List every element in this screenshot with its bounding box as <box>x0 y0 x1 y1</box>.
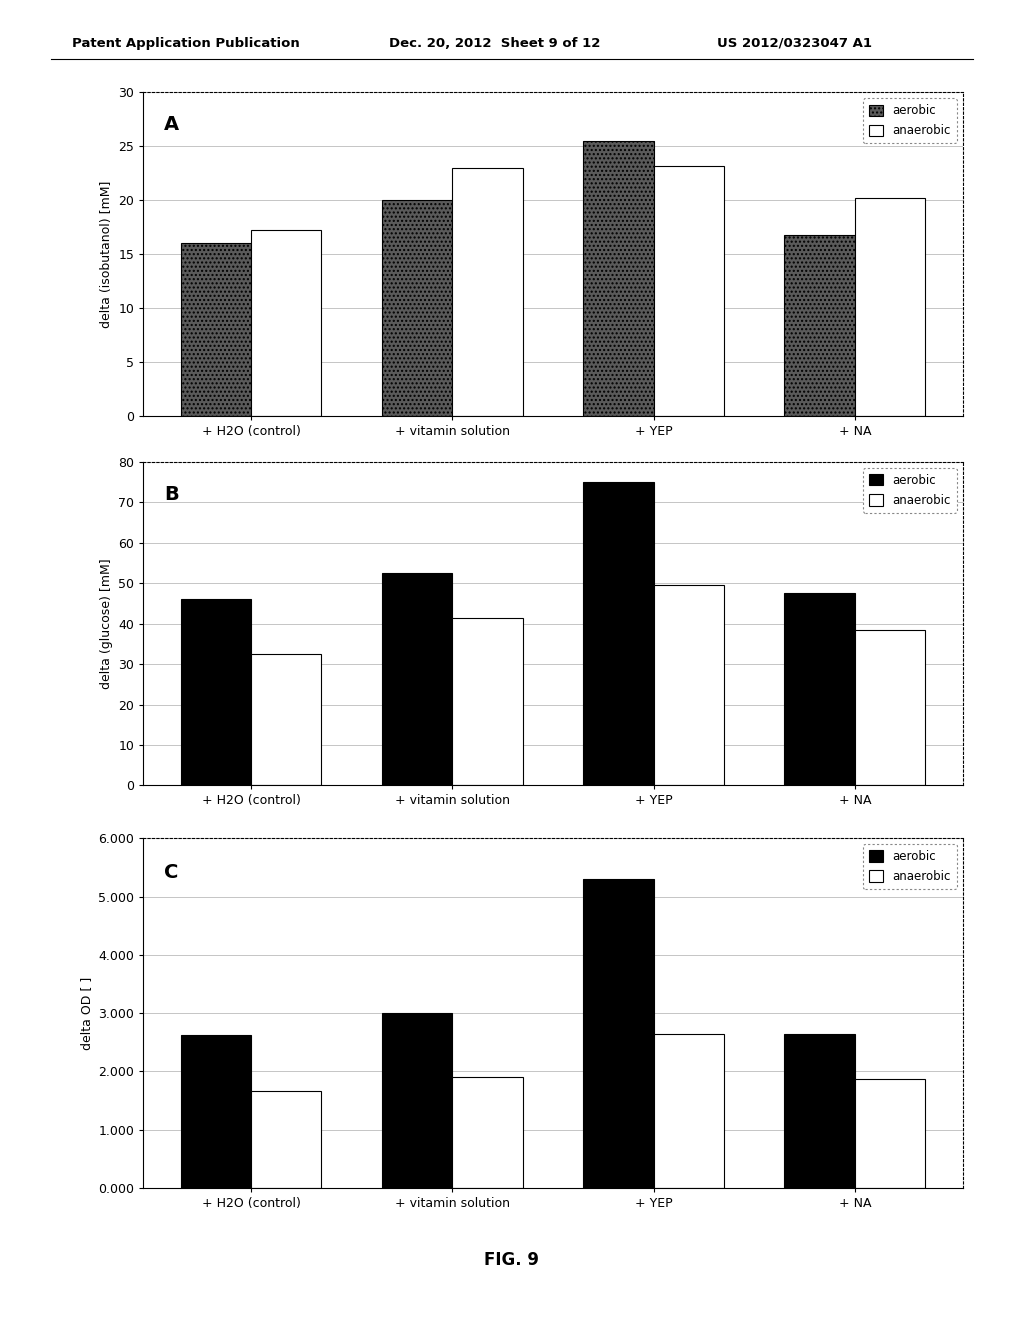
Text: C: C <box>164 863 178 882</box>
Bar <box>180 599 251 785</box>
Text: US 2012/0323047 A1: US 2012/0323047 A1 <box>717 37 871 50</box>
Text: Patent Application Publication: Patent Application Publication <box>72 37 299 50</box>
Legend: aerobic, anaerobic: aerobic, anaerobic <box>863 843 956 888</box>
Bar <box>653 1034 724 1188</box>
Bar <box>855 1078 926 1188</box>
Text: FIG. 9: FIG. 9 <box>484 1250 540 1269</box>
Bar <box>653 166 724 416</box>
Bar <box>583 482 653 785</box>
Bar <box>855 198 926 416</box>
Y-axis label: delta (glucose) [mM]: delta (glucose) [mM] <box>99 558 113 689</box>
Bar <box>453 618 523 785</box>
Bar <box>382 201 453 416</box>
Bar <box>251 1090 322 1188</box>
Bar <box>784 594 855 785</box>
Bar <box>583 141 653 416</box>
Bar <box>583 879 653 1188</box>
Text: B: B <box>164 484 178 504</box>
Bar <box>180 1035 251 1188</box>
Bar <box>653 585 724 785</box>
Text: A: A <box>164 115 179 135</box>
Bar <box>382 1014 453 1188</box>
Bar <box>382 573 453 785</box>
Legend: aerobic, anaerobic: aerobic, anaerobic <box>863 98 956 143</box>
Y-axis label: delta (isobutanol) [mM]: delta (isobutanol) [mM] <box>100 181 113 327</box>
Bar <box>180 243 251 416</box>
Bar <box>453 1077 523 1188</box>
Bar <box>784 235 855 416</box>
Legend: aerobic, anaerobic: aerobic, anaerobic <box>863 467 956 512</box>
Bar <box>855 630 926 785</box>
Bar <box>251 653 322 785</box>
Bar <box>784 1034 855 1188</box>
Bar <box>251 231 322 416</box>
Y-axis label: delta OD [ ]: delta OD [ ] <box>80 977 93 1049</box>
Bar <box>453 168 523 416</box>
Text: Dec. 20, 2012  Sheet 9 of 12: Dec. 20, 2012 Sheet 9 of 12 <box>389 37 600 50</box>
